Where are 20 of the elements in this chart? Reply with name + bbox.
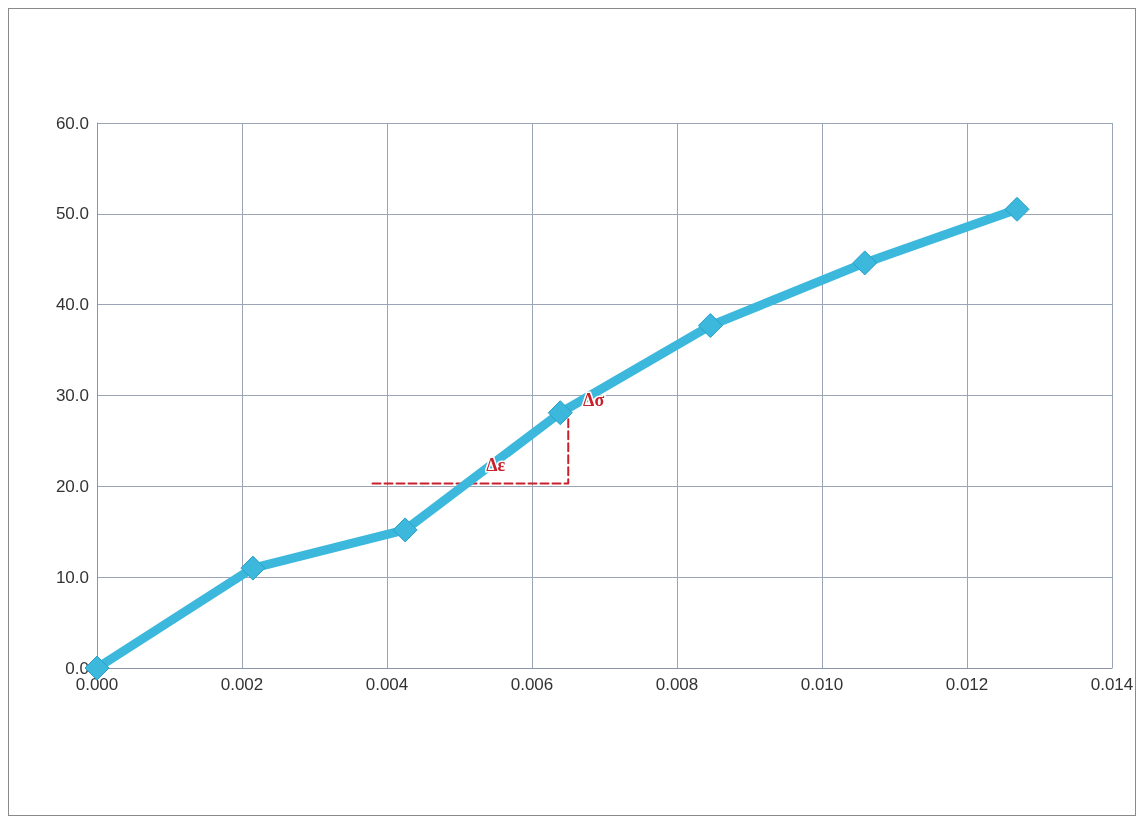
y-tick-label: 60.0 <box>55 113 89 133</box>
x-tick-label: 0.000 <box>75 675 119 694</box>
y-tick-label: 30.0 <box>55 386 89 405</box>
point <box>1004 196 1030 222</box>
y-tick-label: 10.0 <box>55 567 89 587</box>
point <box>852 250 878 276</box>
point <box>392 517 418 543</box>
y-tick-label: 40.0 <box>55 295 89 315</box>
x-tick-label: 0.004 <box>365 675 409 694</box>
x-tick-label: 0.002 <box>220 675 264 694</box>
point <box>547 400 573 426</box>
y-tick-label: 20.0 <box>55 476 89 496</box>
x-tick-label: 0.014 <box>1090 675 1134 694</box>
x-tick-label: 0.010 <box>800 675 844 694</box>
point <box>697 313 723 339</box>
x-tick-label: 0.012 <box>945 675 989 694</box>
point <box>240 555 266 581</box>
x-tick-label: 0.006 <box>510 675 554 694</box>
x-tick-label: 0.008 <box>655 675 699 694</box>
y-tick-label: 50.0 <box>55 204 89 224</box>
